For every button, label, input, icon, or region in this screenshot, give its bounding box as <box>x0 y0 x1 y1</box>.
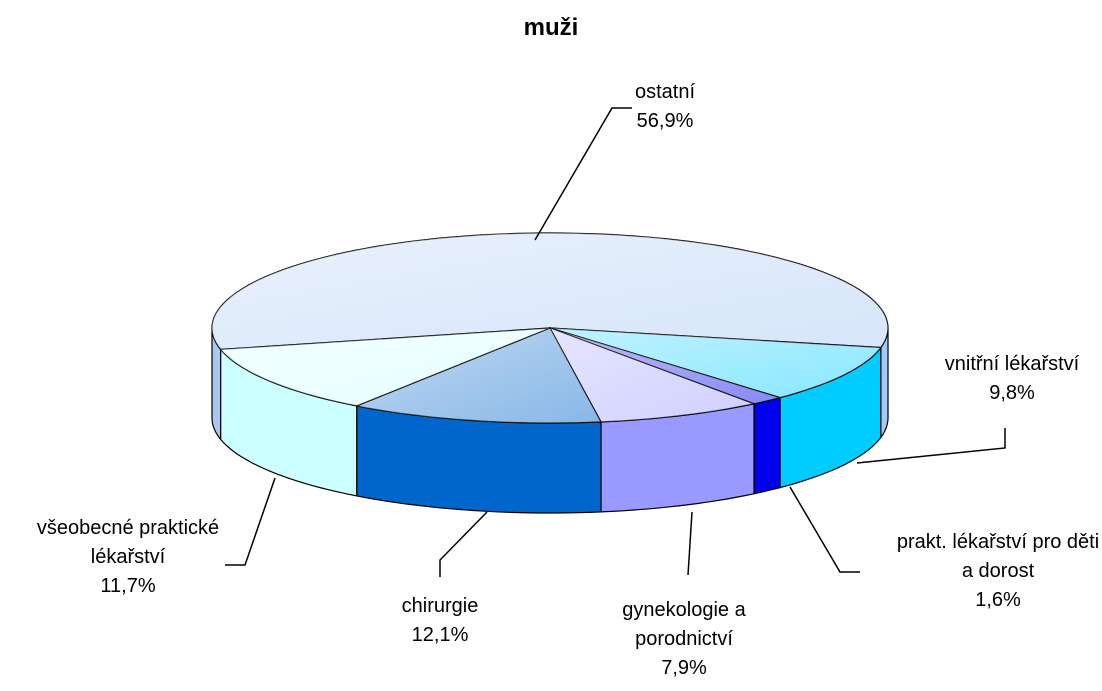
leader-line <box>687 511 693 576</box>
leader-line <box>439 511 488 577</box>
slice-label: chirurgie 12,1% <box>380 592 500 650</box>
chart-title: muži <box>523 14 579 41</box>
leader-line <box>534 107 632 241</box>
pie-slice-side <box>753 396 781 495</box>
slice-label: vnitřní lékařství 9,8% <box>912 350 1102 408</box>
leader-line <box>225 477 276 566</box>
category-label: gynekologie a porodnictví <box>622 599 746 650</box>
slice-label: gynekologie a porodnictví 7,9% <box>609 596 759 683</box>
value-label: 9,8% <box>989 382 1035 404</box>
category-label: chirurgie <box>401 595 479 617</box>
category-label: vnitřní lékařství <box>944 353 1080 375</box>
category-label: všeobecné praktické lékařství <box>36 517 220 568</box>
leader-line <box>789 486 860 573</box>
value-label: 7,9% <box>661 657 707 679</box>
value-label: 11,7% <box>100 575 156 597</box>
slice-label: ostatní 56,9% <box>605 78 725 136</box>
value-label: 12,1% <box>411 624 469 646</box>
category-label: prakt. lékařství pro děti a dorost <box>896 531 1100 582</box>
value-label: 56,9% <box>636 110 694 132</box>
slice-label: všeobecné praktické lékařství 11,7% <box>6 514 251 601</box>
pie-slice-sheen <box>356 328 601 423</box>
pie-slice-sheen <box>212 233 888 350</box>
slice-label: prakt. lékařství pro děti a dorost 1,6% <box>891 528 1102 615</box>
leader-line <box>856 428 1006 464</box>
pie-slice-sheen <box>550 328 881 398</box>
category-label: ostatní <box>634 81 696 103</box>
pie-slice-sheen <box>550 328 780 404</box>
value-label: 1,6% <box>975 589 1021 611</box>
pie-slice-sheen <box>550 328 754 422</box>
pie-slice-sheen <box>220 328 550 406</box>
